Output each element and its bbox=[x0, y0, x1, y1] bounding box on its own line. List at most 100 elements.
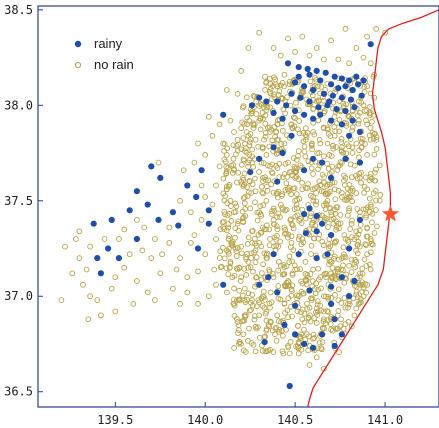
point-no-rain bbox=[346, 60, 352, 67]
point-no-rain bbox=[244, 193, 251, 200]
point-no-rain bbox=[312, 185, 318, 192]
point-no-rain bbox=[277, 262, 284, 269]
point-no-rain bbox=[252, 175, 258, 182]
point-rainy bbox=[288, 132, 295, 139]
point-rainy bbox=[313, 228, 320, 235]
point-no-rain bbox=[305, 158, 312, 165]
point-no-rain bbox=[292, 48, 298, 55]
point-no-rain bbox=[295, 126, 301, 133]
point-no-rain bbox=[134, 278, 140, 284]
point-no-rain bbox=[367, 60, 374, 67]
point-rainy bbox=[310, 155, 317, 162]
point-no-rain bbox=[318, 346, 325, 353]
point-rainy bbox=[342, 107, 349, 115]
point-no-rain bbox=[319, 324, 326, 331]
point-no-rain bbox=[319, 339, 326, 345]
point-rainy bbox=[265, 274, 272, 281]
point-no-rain bbox=[336, 349, 342, 355]
point-no-rain bbox=[346, 113, 352, 120]
point-no-rain bbox=[249, 108, 256, 114]
point-no-rain bbox=[218, 263, 225, 270]
point-no-rain bbox=[358, 144, 365, 151]
point-no-rain bbox=[310, 331, 317, 338]
point-rainy bbox=[286, 382, 293, 390]
point-no-rain bbox=[349, 127, 355, 134]
point-no-rain bbox=[310, 278, 316, 285]
point-no-rain bbox=[367, 171, 374, 177]
point-no-rain bbox=[259, 293, 266, 300]
point-no-rain bbox=[327, 243, 333, 250]
point-rainy bbox=[288, 90, 295, 97]
point-no-rain bbox=[280, 174, 286, 181]
point-no-rain bbox=[338, 316, 344, 323]
point-no-rain bbox=[310, 171, 316, 177]
point-no-rain bbox=[369, 241, 376, 248]
point-no-rain bbox=[369, 118, 375, 125]
point-no-rain bbox=[177, 255, 183, 261]
point-rainy bbox=[317, 111, 324, 118]
point-no-rain bbox=[249, 297, 255, 303]
point-no-rain bbox=[295, 176, 302, 182]
point-rainy bbox=[256, 94, 263, 101]
point-no-rain bbox=[279, 271, 286, 278]
point-no-rain bbox=[232, 225, 239, 232]
point-no-rain bbox=[278, 95, 285, 102]
point-no-rain bbox=[293, 165, 300, 172]
point-no-rain bbox=[139, 247, 146, 254]
point-no-rain bbox=[223, 87, 230, 93]
point-no-rain bbox=[209, 132, 216, 139]
point-no-rain bbox=[276, 88, 283, 95]
point-no-rain bbox=[292, 197, 298, 204]
point-no-rain bbox=[274, 226, 281, 233]
point-no-rain bbox=[336, 117, 343, 123]
point-no-rain bbox=[333, 144, 339, 150]
point-no-rain bbox=[331, 239, 338, 246]
point-rainy bbox=[284, 60, 292, 67]
point-no-rain bbox=[325, 190, 332, 197]
point-no-rain bbox=[331, 132, 338, 139]
point-no-rain bbox=[259, 175, 266, 181]
point-rainy bbox=[270, 251, 277, 258]
point-no-rain bbox=[273, 128, 280, 135]
point-no-rain bbox=[348, 220, 355, 227]
point-no-rain bbox=[221, 148, 227, 154]
point-no-rain bbox=[363, 117, 369, 124]
point-no-rain bbox=[216, 255, 223, 261]
point-no-rain bbox=[247, 139, 253, 146]
point-no-rain bbox=[303, 125, 309, 132]
point-no-rain bbox=[308, 295, 314, 302]
point-rainy bbox=[205, 220, 212, 227]
point-no-rain bbox=[250, 302, 256, 309]
point-no-rain bbox=[307, 78, 314, 85]
point-no-rain bbox=[335, 325, 341, 332]
point-no-rain bbox=[356, 227, 363, 234]
point-no-rain bbox=[290, 225, 297, 232]
point-no-rain bbox=[355, 117, 362, 124]
point-no-rain bbox=[223, 183, 230, 190]
point-no-rain bbox=[353, 140, 360, 147]
point-no-rain bbox=[366, 104, 373, 110]
point-no-rain bbox=[244, 184, 250, 190]
point-no-rain bbox=[292, 115, 298, 122]
point-no-rain bbox=[273, 163, 279, 169]
point-rainy bbox=[338, 75, 345, 82]
point-no-rain bbox=[231, 272, 238, 279]
point-no-rain bbox=[261, 226, 268, 232]
point-no-rain bbox=[221, 156, 228, 163]
point-no-rain bbox=[316, 150, 322, 156]
point-no-rain bbox=[296, 118, 302, 124]
point-no-rain bbox=[324, 308, 330, 314]
point-no-rain bbox=[262, 120, 269, 127]
point-no-rain bbox=[87, 293, 93, 300]
point-no-rain bbox=[263, 348, 270, 355]
point-no-rain bbox=[262, 133, 269, 140]
point-no-rain bbox=[314, 308, 321, 315]
point-no-rain bbox=[245, 45, 252, 51]
point-no-rain bbox=[268, 96, 275, 102]
point-no-rain bbox=[259, 270, 265, 276]
point-no-rain bbox=[335, 266, 342, 273]
point-no-rain bbox=[233, 265, 240, 272]
point-rainy bbox=[295, 73, 302, 80]
point-no-rain bbox=[116, 236, 122, 242]
point-rainy bbox=[274, 178, 281, 185]
